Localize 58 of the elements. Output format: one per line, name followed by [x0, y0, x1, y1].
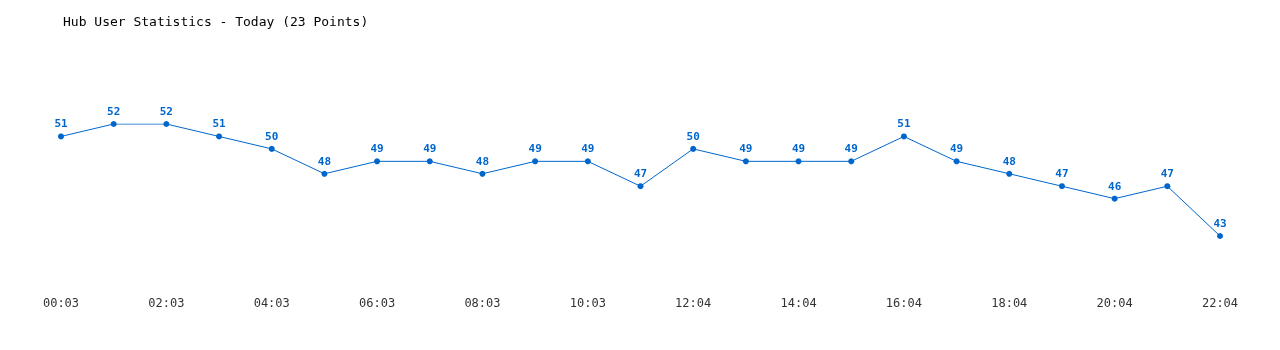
x-tick-label: 10:03 — [569, 296, 606, 310]
data-label: 50 — [686, 129, 700, 143]
point — [1058, 183, 1065, 190]
x-tick-label: 06:03 — [359, 296, 396, 310]
x-tick-label: 20:04 — [1096, 296, 1133, 310]
x-tick-label: 02:03 — [148, 296, 185, 310]
data-label: 52 — [159, 105, 173, 118]
point — [1217, 233, 1223, 239]
point — [110, 121, 117, 127]
point — [268, 145, 275, 152]
point — [953, 158, 960, 165]
data-label: 48 — [475, 154, 490, 168]
data-label: 46 — [1108, 179, 1122, 193]
x-tick-label: 18:04 — [991, 296, 1028, 310]
point — [690, 145, 697, 152]
point — [163, 121, 170, 127]
data-label: 47 — [1160, 167, 1174, 181]
data-label: 52 — [107, 105, 121, 118]
point — [374, 158, 381, 165]
x-tick-label: 16:04 — [885, 296, 922, 310]
data-label: 51 — [212, 117, 227, 131]
x-tick-label: 14:04 — [780, 296, 817, 310]
point — [58, 133, 64, 140]
data-label: 49 — [739, 142, 753, 156]
point — [1111, 195, 1118, 202]
data-label: 51 — [897, 117, 911, 131]
data-label: 51 — [54, 117, 68, 131]
point — [532, 158, 539, 165]
data-label: 49 — [844, 142, 858, 156]
data-label: 47 — [1055, 167, 1069, 181]
point — [637, 183, 644, 190]
x-tick-label: 22:04 — [1201, 296, 1239, 310]
data-label: 49 — [949, 142, 964, 156]
x-tick-label: 12:04 — [675, 296, 712, 310]
point — [1164, 183, 1171, 190]
data-label: 49 — [423, 142, 437, 156]
data-label: 49 — [528, 142, 542, 156]
point — [321, 170, 328, 177]
point — [426, 158, 433, 165]
chart-title: Hub User Statistics - Today (23 Points) — [63, 14, 369, 29]
x-tick-label: 08:03 — [464, 296, 501, 310]
point — [742, 158, 749, 165]
data-label: 49 — [370, 142, 384, 156]
data-label: 50 — [265, 129, 279, 143]
point — [900, 133, 907, 140]
data-label: 49 — [581, 142, 595, 156]
x-tick-label: 04:03 — [253, 296, 290, 310]
data-label: 49 — [791, 142, 806, 156]
data-label: 47 — [633, 167, 648, 181]
data-label: 48 — [1002, 154, 1016, 168]
data-label: 43 — [1213, 217, 1227, 230]
point — [584, 158, 591, 165]
point — [216, 133, 223, 140]
point — [848, 158, 855, 165]
point — [1006, 170, 1013, 177]
x-tick-label: 00:03 — [42, 296, 80, 310]
data-label: 48 — [317, 154, 332, 168]
point — [479, 170, 486, 177]
